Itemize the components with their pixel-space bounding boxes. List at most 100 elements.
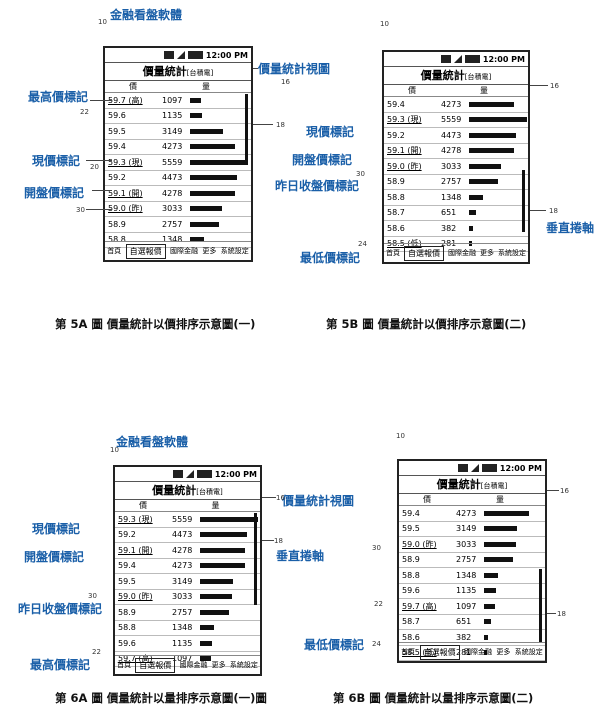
table-row[interactable]: 59.24473 [384, 128, 528, 144]
price-cell: 58.6 [384, 224, 437, 233]
table-row[interactable]: 59.0 (昨)3033 [384, 159, 528, 175]
price-cell: 59.5 [399, 524, 452, 533]
table-header: 價量 [399, 494, 545, 506]
volume-cell: 3033 [452, 540, 482, 549]
price-cell: 59.2 [384, 131, 437, 140]
table-row[interactable]: 59.53149 [399, 522, 545, 538]
vertical-scrollbar[interactable] [522, 170, 525, 232]
page-title: 價量統計[台積電] [399, 476, 545, 494]
volume-cell: 2757 [168, 608, 198, 617]
volume-bar [484, 511, 529, 516]
table-row[interactable]: 58.81348 [399, 568, 545, 584]
nav-item[interactable]: 更多 [212, 660, 226, 670]
table-row[interactable]: 59.24473 [115, 528, 260, 544]
volume-cell: 1135 [158, 111, 188, 120]
label-current: 現價標記 [306, 123, 354, 140]
nav-item[interactable]: 首頁 [107, 246, 121, 256]
table-row[interactable]: 59.61135 [105, 109, 251, 125]
table-row[interactable]: 58.81348 [115, 621, 260, 637]
col-volume: 量 [161, 81, 251, 92]
volume-cell: 5559 [168, 515, 198, 524]
nav-item[interactable]: 自選報價 [126, 244, 166, 259]
table-row[interactable]: 59.61135 [115, 636, 260, 652]
phone-fig5b: 12:00 PM價量統計[台積電]價量59.4427359.3 (現)55595… [382, 50, 530, 264]
vertical-scrollbar[interactable] [539, 569, 542, 643]
price-cell: 59.0 (昨) [115, 591, 168, 602]
price-cell: 58.9 [115, 608, 168, 617]
table-row[interactable]: 59.3 (現)5559 [105, 155, 251, 171]
table-row[interactable]: 58.81348 [384, 190, 528, 206]
nav-item[interactable]: 首頁 [401, 647, 415, 657]
volume-bar [190, 129, 223, 134]
app-icon [164, 51, 174, 59]
vertical-scrollbar[interactable] [245, 94, 248, 164]
table-row[interactable]: 59.53149 [115, 574, 260, 590]
table-row[interactable]: 58.6382 [384, 221, 528, 237]
nav-item[interactable]: 國際金融 [448, 248, 476, 258]
title-text: 價量統計 [421, 69, 465, 82]
table-row[interactable]: 58.7651 [384, 206, 528, 222]
price-cell: 59.4 [115, 561, 168, 570]
table-row[interactable]: 59.3 (現)5559 [115, 512, 260, 528]
table-row[interactable]: 59.0 (昨)3033 [105, 202, 251, 218]
table-row[interactable]: 59.61135 [399, 584, 545, 600]
price-cell: 59.7 (高) [399, 601, 452, 612]
stock-name: [台積電] [481, 482, 507, 490]
volume-bar [469, 133, 516, 138]
nav-item[interactable]: 系統設定 [230, 660, 258, 670]
nav-item[interactable]: 更多 [202, 246, 216, 256]
table-row[interactable]: 59.44273 [115, 559, 260, 575]
table-row[interactable]: 59.3 (現)5559 [384, 113, 528, 129]
volume-cell: 3033 [437, 162, 467, 171]
nav-item[interactable]: 首頁 [386, 248, 400, 258]
nav-item[interactable]: 國際金融 [464, 647, 492, 657]
volume-bar [200, 594, 232, 599]
table-row[interactable]: 58.92757 [399, 553, 545, 569]
page-title: 價量統計[台積電] [384, 67, 528, 85]
volume-bar [190, 191, 235, 196]
nav-item[interactable]: 自選報價 [135, 658, 175, 673]
battery-icon [188, 51, 203, 59]
table-row[interactable]: 59.0 (昨)3033 [399, 537, 545, 553]
table-row[interactable]: 59.1 (開)4278 [115, 543, 260, 559]
table-row[interactable]: 59.7 (高)1097 [399, 599, 545, 615]
table-row[interactable]: 59.44273 [105, 140, 251, 156]
table-row[interactable]: 59.53149 [105, 124, 251, 140]
table-row[interactable]: 58.92757 [384, 175, 528, 191]
table-row[interactable]: 59.0 (昨)3033 [115, 590, 260, 606]
nav-item[interactable]: 系統設定 [498, 248, 526, 258]
table-row[interactable]: 59.44273 [384, 97, 528, 113]
table-row[interactable]: 58.92757 [115, 605, 260, 621]
col-volume: 量 [171, 500, 260, 511]
nav-item[interactable]: 更多 [480, 248, 494, 258]
vertical-scrollbar[interactable] [254, 513, 257, 605]
volume-bar [200, 563, 245, 568]
nav-item[interactable]: 系統設定 [221, 246, 249, 256]
nav-item[interactable]: 系統設定 [515, 647, 543, 657]
table-row[interactable]: 59.7 (高)1097 [105, 93, 251, 109]
table-row[interactable]: 59.44273 [399, 506, 545, 522]
volume-cell: 5559 [158, 158, 188, 167]
nav-item[interactable]: 首頁 [117, 660, 131, 670]
nav-item[interactable]: 國際金融 [179, 660, 207, 670]
nav-item[interactable]: 更多 [496, 647, 510, 657]
label-prev: 昨日收盤價標記 [18, 600, 102, 617]
volume-cell: 1135 [452, 586, 482, 595]
table-row[interactable]: 59.1 (開)4278 [105, 186, 251, 202]
nav-item[interactable]: 國際金融 [170, 246, 198, 256]
table-row[interactable]: 59.24473 [105, 171, 251, 187]
table-header: 價量 [105, 81, 251, 93]
price-cell: 58.8 [399, 571, 452, 580]
stock-name: [台積電] [196, 488, 222, 496]
volume-bar [484, 635, 488, 640]
col-price: 價 [115, 500, 171, 511]
table-row[interactable]: 58.92757 [105, 217, 251, 233]
app-icon [458, 464, 468, 472]
nav-item[interactable]: 自選報價 [404, 246, 444, 261]
label-scroll: 垂直捲軸 [546, 219, 594, 236]
table-row[interactable]: 59.1 (開)4278 [384, 144, 528, 160]
nav-item[interactable]: 自選報價 [420, 645, 460, 660]
phone-fig6a: 12:00 PM價量統計[台積電]價量59.3 (現)555959.244735… [113, 465, 262, 676]
page-title: 價量統計[台積電] [105, 63, 251, 81]
table-row[interactable]: 58.7651 [399, 615, 545, 631]
